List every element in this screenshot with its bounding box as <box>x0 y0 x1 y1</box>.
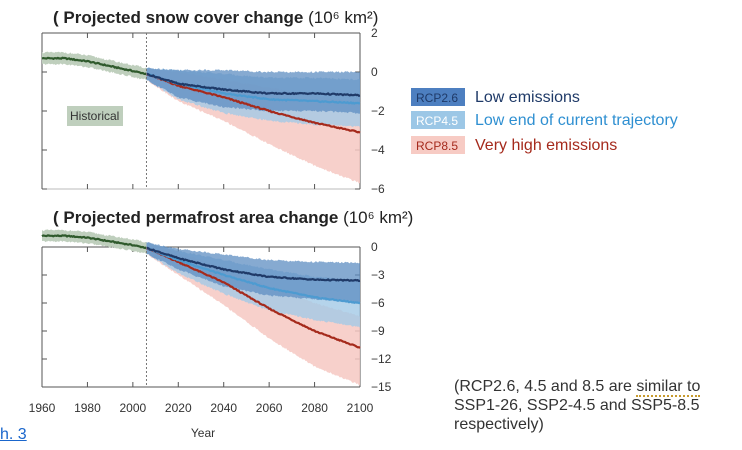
note-line2: SSP1-26, SSP2-4.5 and SSP5-8.5 <box>454 397 700 414</box>
legend-label: Very high emissions <box>475 137 617 154</box>
note-line3: respectively) <box>454 416 544 433</box>
legend-label: Low end of current trajectory <box>475 112 678 129</box>
line-rcp85 <box>146 247 361 349</box>
legend-swatch <box>411 136 465 154</box>
title-unit: (10⁶ km²) <box>343 208 413 227</box>
legend-item-rcp85: RCP8.5 Very high emissions <box>411 136 617 154</box>
x-tick-label: 1960 <box>29 401 56 415</box>
y-tick-label: −6 <box>371 296 385 310</box>
chapter-link[interactable]: h. 3 <box>0 426 27 443</box>
legend-code: RCP2.6 <box>416 91 458 105</box>
x-axis-label: Year <box>191 426 215 440</box>
line-rcp26 <box>146 72 361 97</box>
ssp-note: (RCP2.6, 4.5 and 8.5 are similar to SSP1… <box>454 377 739 434</box>
y-tick-label: −6 <box>371 182 385 196</box>
band-historical <box>42 229 147 255</box>
chart-title-1: ( Projected snow cover change (10⁶ km²) <box>53 8 378 27</box>
x-tick-label: 1980 <box>74 401 101 415</box>
title-text: Projected permafrost area change <box>63 208 343 227</box>
y-tick-label: −4 <box>371 143 385 157</box>
band-rcp26 <box>146 242 360 303</box>
x-tick-label: 2020 <box>165 401 192 415</box>
title-text: Projected snow cover change <box>63 8 308 27</box>
title-paren: ( <box>53 208 63 227</box>
line-rcp45 <box>146 247 361 305</box>
legend-swatch <box>411 111 465 129</box>
chart-title-2: ( Projected permafrost area change (10⁶ … <box>53 208 413 227</box>
y-tick-label: −12 <box>371 352 392 366</box>
line-rcp26 <box>146 246 361 283</box>
title-unit: (10⁶ km²) <box>308 8 378 27</box>
legend-swatch <box>411 88 465 106</box>
line-historical <box>41 234 148 250</box>
band-historical <box>42 51 147 81</box>
y-tick-label: −3 <box>371 268 385 282</box>
legend-code: RCP8.5 <box>416 139 458 153</box>
band-rcp26 <box>146 67 360 114</box>
chart-panel-1: ( Projected snow cover change (10⁶ km²)2… <box>41 8 385 196</box>
x-tick-label: 2100 <box>347 401 374 415</box>
line-historical <box>41 56 148 76</box>
legend: RCP2.6 Low emissions RCP4.5 Low end of curr… <box>411 88 678 154</box>
title-paren: ( <box>53 8 63 27</box>
line-rcp85 <box>146 73 361 134</box>
x-tick-label: 2080 <box>301 401 328 415</box>
y-tick-label: 0 <box>371 240 378 254</box>
chart-panel-2: ( Projected permafrost area change (10⁶ … <box>29 208 414 440</box>
legend-label: Low emissions <box>475 89 580 106</box>
note-line1: (RCP2.6, 4.5 and 8.5 are <box>454 378 637 395</box>
legend-item-rcp26: RCP2.6 Low emissions <box>411 88 580 106</box>
note-dotted-term[interactable]: similar to <box>636 378 701 397</box>
y-tick-label: 0 <box>371 65 378 79</box>
legend-code: RCP4.5 <box>416 114 458 128</box>
x-tick-label: 2000 <box>120 401 147 415</box>
y-tick-label: −15 <box>371 380 392 394</box>
x-tick-label: 2060 <box>256 401 283 415</box>
legend-item-rcp45: RCP4.5 Low end of current trajectory <box>411 111 678 129</box>
x-tick-label: 2040 <box>210 401 237 415</box>
historical-label: Historical <box>70 109 119 123</box>
historical-label-box <box>67 106 123 126</box>
y-tick-label: −9 <box>371 324 385 338</box>
y-tick-label: −2 <box>371 104 385 118</box>
y-tick-label: 2 <box>371 26 378 40</box>
